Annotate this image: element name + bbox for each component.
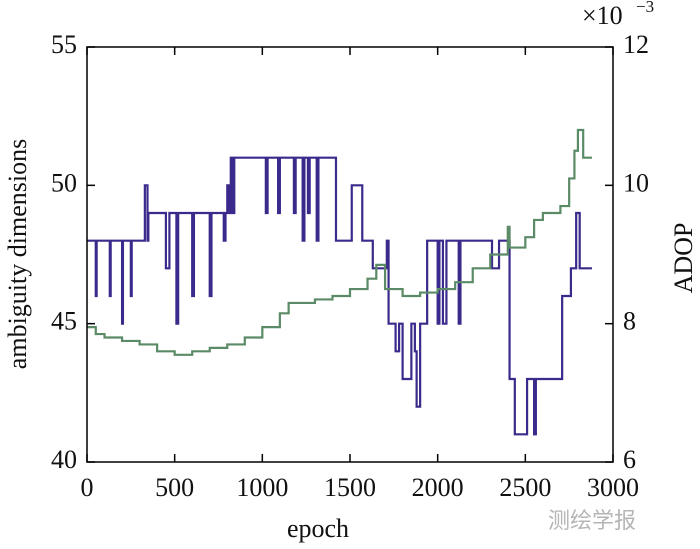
y-axis-label: ambiguity dimensions [3,139,32,369]
x-tick-label: 3000 [587,473,639,502]
y2-tick-label: 8 [623,307,636,336]
series-line [87,156,592,436]
exponent: −3 [636,0,654,16]
y2-tick-label: 10 [623,168,649,197]
y-tick-label: 55 [51,30,77,59]
y-tick-label: 40 [51,445,77,474]
x-tick-label: 1000 [236,473,288,502]
series-line [87,128,592,356]
y2-tick-label: 6 [623,445,636,474]
x-tick-label: 0 [81,473,94,502]
y-tick-label: 50 [51,168,77,197]
y2-axis-label: ADOP [669,223,698,294]
watermark: 测绘学报 [548,509,636,534]
x-tick-label: 1500 [324,473,376,502]
x-tick-label: 2000 [412,473,464,502]
y-tick-label: 45 [51,307,77,336]
y2-tick-label: 12 [623,30,649,59]
plot-frame [86,46,614,463]
x-tick-label: 2500 [499,473,551,502]
x-tick-label: 500 [155,473,194,502]
x-axis-label: epoch [287,514,349,543]
exponent-base: ×10 [582,1,623,30]
